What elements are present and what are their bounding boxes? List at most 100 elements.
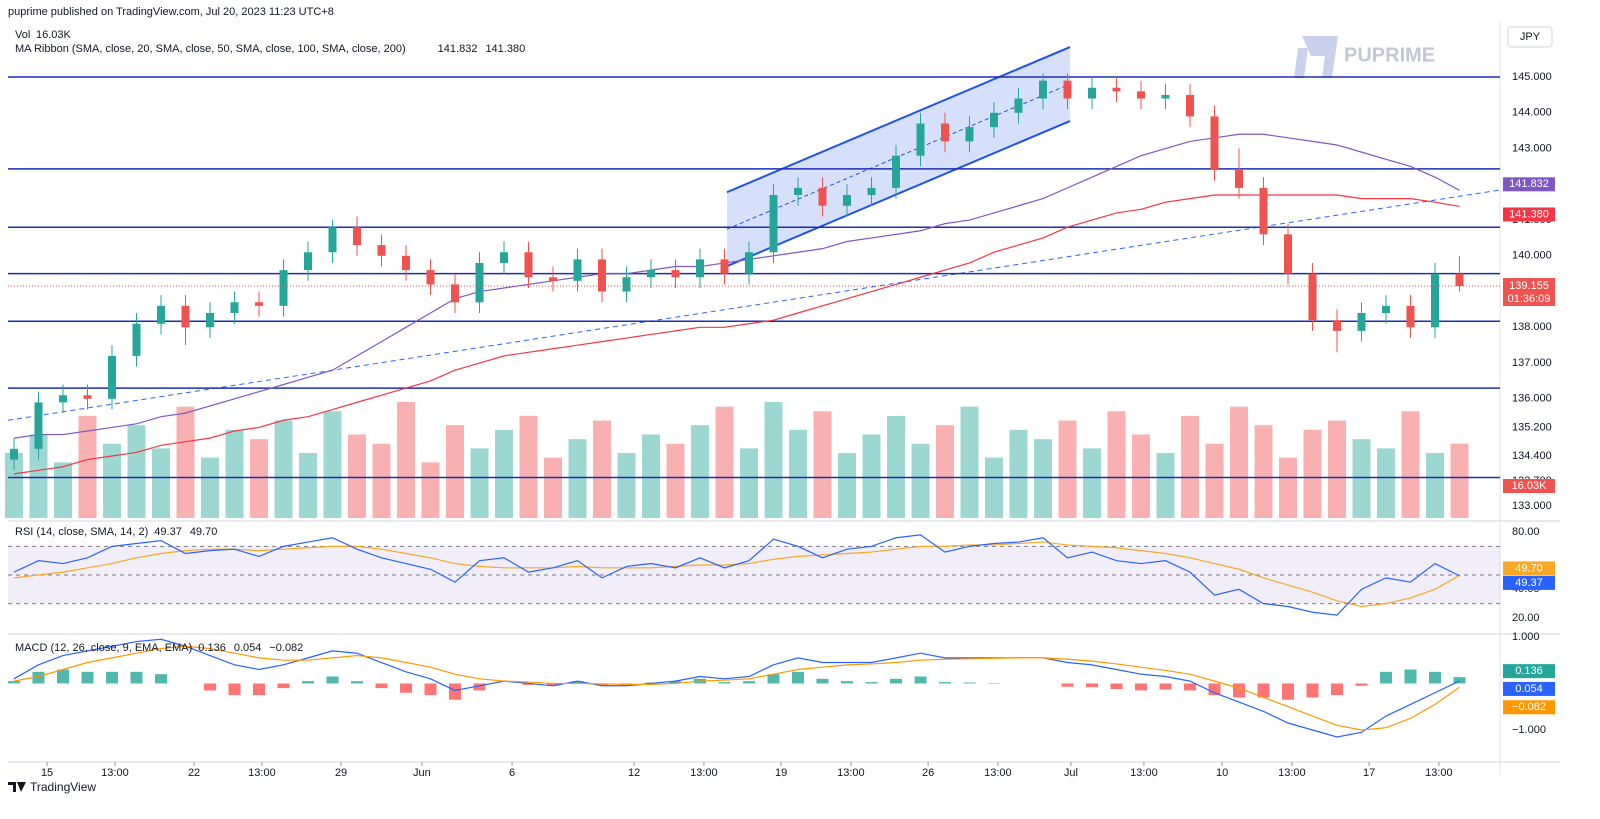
macd-hist [155,674,167,684]
volume-bar [1328,420,1346,518]
macd-hist [473,683,486,691]
y-tick-label: 133.000 [1512,500,1552,512]
x-tick-label: 13:00 [248,767,276,779]
rsi-badge-bg [1503,575,1555,590]
macd-legend: −0.082 [269,642,303,654]
last-price: 139.155 [1509,280,1549,292]
moving-average [13,194,1460,475]
candle-body [1235,170,1243,188]
volume-bar [691,425,709,518]
volume-bar [862,434,881,518]
macd-hist [816,678,829,684]
ma-badge-bg [1503,177,1555,192]
macd-hist [1184,683,1196,691]
volume-bar [78,415,97,518]
ma-title: MA Ribbon (SMA, close, 20, SMA, close, 5… [15,43,406,55]
x-tick-label: 29 [335,767,347,779]
macd-hist [914,676,927,684]
candle-body [867,187,876,196]
volume-bar [348,434,366,518]
channel-upper [726,46,1071,194]
macd-hist [106,671,118,684]
macd-hist [1233,683,1245,698]
candle-body [181,305,190,328]
candle-body [328,227,337,253]
macd-hist [767,674,780,684]
volume-bar [887,415,905,518]
macd-hist [253,683,265,696]
countdown: 01:36:09 [1508,293,1551,305]
volume-bar [617,453,636,518]
y-tick-label: 135.200 [1512,421,1552,433]
volume-bar [1303,429,1322,518]
macd-hist [1110,683,1123,690]
macd-badge-bg [1503,681,1555,696]
macd-hist [743,681,755,684]
y-tick-label: 80.00 [1512,526,1540,538]
candle-body [1382,305,1390,314]
candle-body [1357,313,1366,331]
candle-body [1112,87,1121,92]
rsi-title: RSI (14, close, SMA, 14, 2) [15,526,148,538]
volume-bar [250,439,268,518]
candle-body [1137,91,1145,99]
macd-hist [1453,677,1466,684]
candle-body [83,395,92,399]
x-tick-label: 13:00 [984,767,1012,779]
volume-bar [1107,411,1126,518]
candle-body [818,187,827,206]
currency[interactable]: JPY [1520,31,1541,43]
candle-body [1431,273,1439,328]
moving-average [13,133,1460,439]
candle-body [59,395,67,403]
y-tick-label: 138.000 [1512,321,1552,333]
ma-badge-bg [1503,207,1555,222]
volume-legend: 16.03K [36,29,72,41]
volume-bar [5,453,23,518]
volume-bar [1009,429,1028,518]
volume-bar [29,434,48,518]
candle-body [941,123,949,142]
currency-box[interactable] [1507,26,1553,48]
volume-bar [519,415,538,518]
macd-hist [571,681,584,684]
y-tick-label: 134.400 [1512,450,1552,462]
volume-bar [397,402,415,518]
candle-body [1186,94,1194,117]
y-tick-label: 145.000 [1512,71,1552,83]
y-tick-label: 1.000 [1512,631,1540,643]
x-tick-label: 22 [188,767,200,779]
candle-body [402,255,410,271]
candle-body [1455,273,1464,287]
volume-bar [568,439,587,518]
candle-body [377,245,386,256]
x-tick-label: Jun [413,767,431,779]
volume-bar [1401,411,1420,518]
volume-title: Vol [15,29,30,41]
candle-body [132,323,141,356]
ma-badge: 141.832 [1509,178,1549,190]
macd-badge: 0.136 [1515,665,1543,677]
volume-bar [421,462,440,518]
volume-bar [911,443,930,518]
candle-body [10,448,18,460]
footer: TradingView [30,780,96,794]
volume-bar [715,406,734,518]
candle-body [304,252,312,271]
macd-hist [228,683,241,696]
candle-body [353,227,361,246]
candle-body [1063,80,1072,99]
volume-bar [1254,425,1273,518]
volume-bar [1132,434,1150,518]
volume-bar [372,443,391,518]
candle-body [451,284,459,303]
macd-hist [1061,683,1074,687]
volume-badge-bg [1503,479,1555,493]
candle-body [647,270,655,278]
channel-midline [726,83,1071,230]
macd-hist [1086,683,1098,688]
macd-hist [8,681,20,684]
candle-body [720,259,729,274]
macd-hist [57,669,69,684]
macd-hist [547,683,559,686]
